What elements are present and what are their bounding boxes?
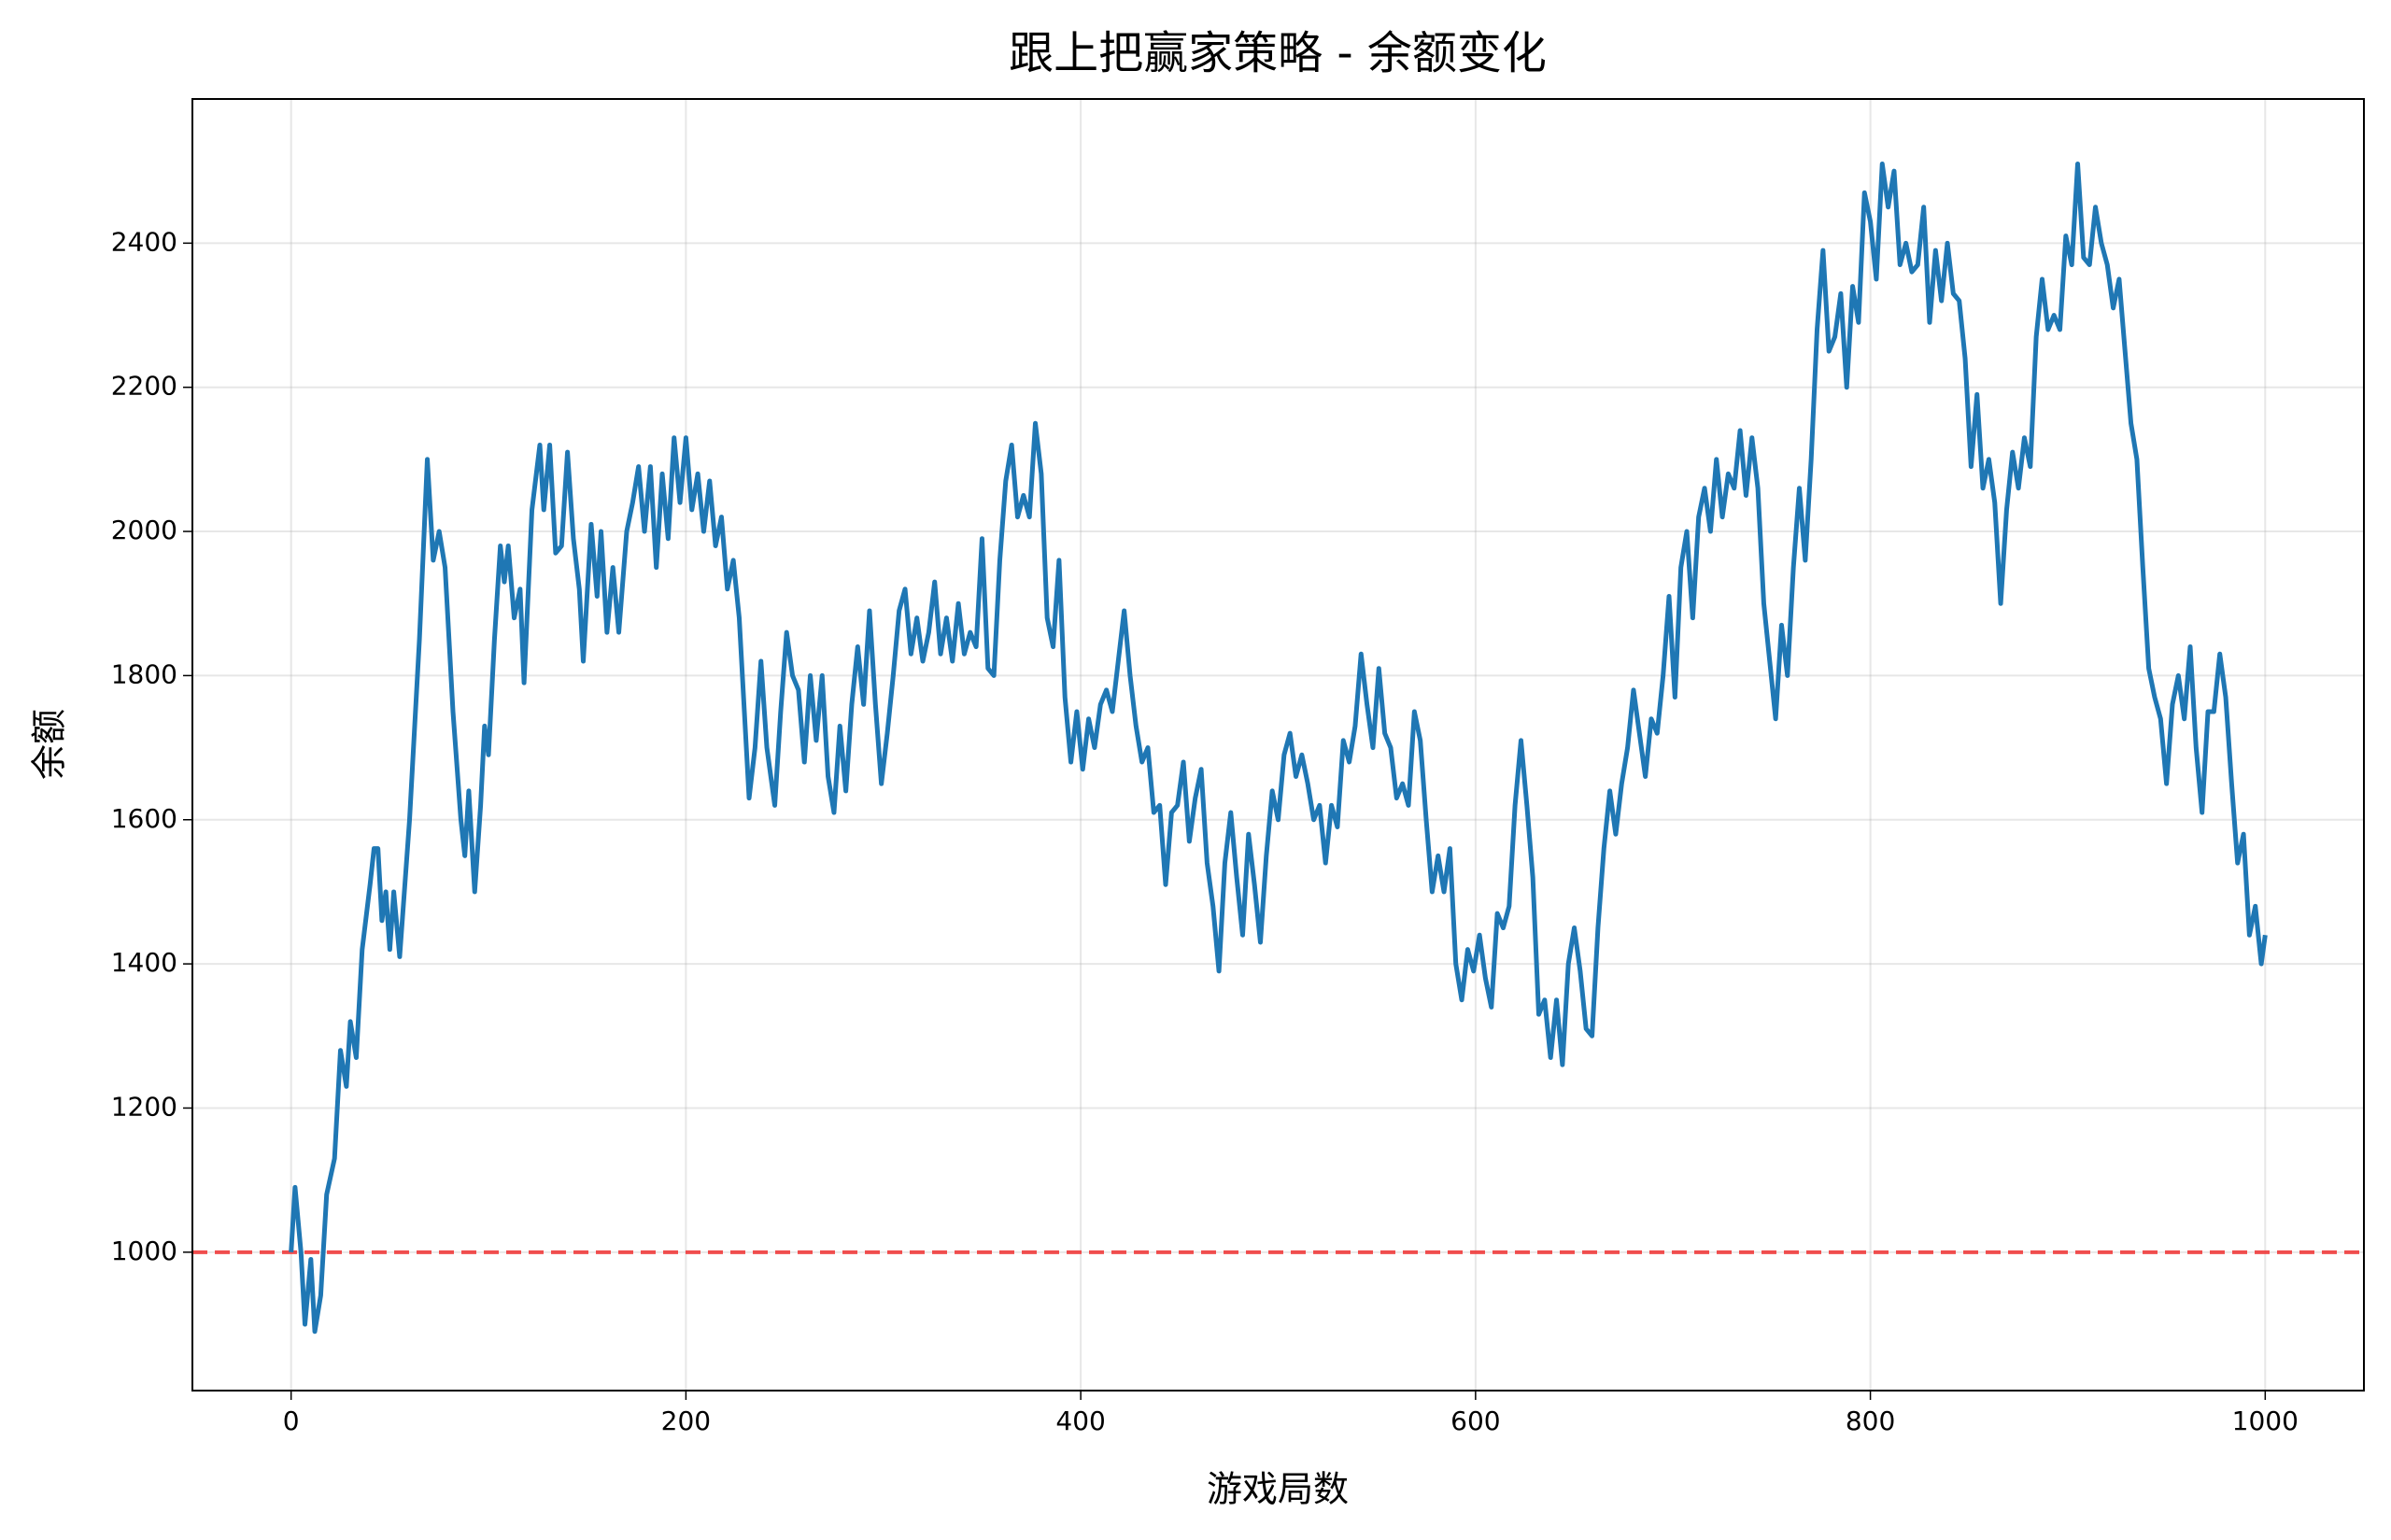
chart-title: 跟上把赢家策略 - 余额变化: [1009, 27, 1547, 79]
x-tick-label: 400: [1055, 1406, 1105, 1436]
x-tick-label: 200: [661, 1406, 711, 1436]
x-tick-label: 600: [1450, 1406, 1500, 1436]
y-tick-label: 1600: [111, 803, 177, 834]
x-axis-label: 游戏局数: [1207, 1469, 1349, 1510]
x-tick-label: 1000: [2232, 1406, 2299, 1436]
y-tick-label: 1000: [111, 1236, 177, 1266]
x-tick-label: 0: [283, 1406, 300, 1436]
y-tick-label: 1200: [111, 1091, 177, 1122]
y-tick-label: 2400: [111, 226, 177, 257]
x-tick-label: 800: [1846, 1406, 1895, 1436]
y-tick-label: 1800: [111, 658, 177, 689]
y-axis-label: 余额: [29, 709, 70, 780]
y-tick-label: 2200: [111, 371, 177, 402]
y-tick-label: 2000: [111, 515, 177, 545]
line-series: [289, 161, 2268, 1335]
y-tick-label: 1400: [111, 947, 177, 978]
plot-frame: [191, 98, 2365, 1392]
